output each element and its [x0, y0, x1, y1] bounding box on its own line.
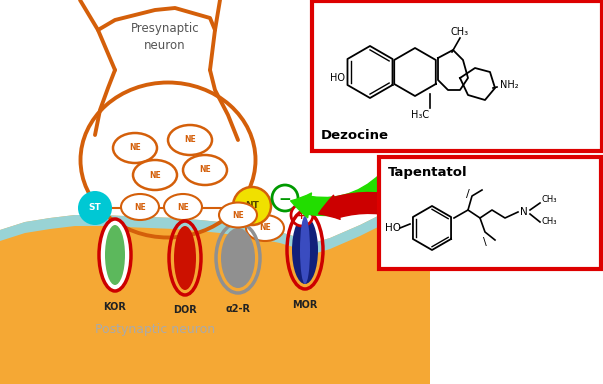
Text: NE: NE [177, 202, 189, 212]
Text: CH₃: CH₃ [541, 217, 557, 227]
Ellipse shape [300, 216, 310, 284]
Text: NE: NE [134, 202, 146, 212]
Ellipse shape [174, 226, 196, 290]
Text: Presynaptic
neuron: Presynaptic neuron [131, 22, 200, 52]
Text: Dezocine: Dezocine [321, 129, 389, 142]
Ellipse shape [99, 219, 131, 291]
Text: +: + [297, 211, 306, 221]
Ellipse shape [105, 225, 125, 285]
Text: Postynaptic neuron: Postynaptic neuron [95, 323, 215, 336]
Circle shape [272, 185, 298, 211]
Polygon shape [0, 200, 430, 255]
Text: HO: HO [330, 73, 345, 83]
Text: DOR: DOR [173, 305, 197, 315]
Text: Tapentatol: Tapentatol [388, 166, 467, 179]
Ellipse shape [113, 133, 157, 163]
FancyArrowPatch shape [291, 164, 403, 218]
Text: NE: NE [232, 210, 244, 220]
Ellipse shape [164, 194, 202, 220]
Text: HO: HO [385, 223, 401, 233]
Ellipse shape [246, 215, 284, 241]
Ellipse shape [219, 202, 257, 227]
Text: −: − [279, 192, 291, 207]
Polygon shape [310, 200, 430, 384]
Text: KOR: KOR [104, 302, 127, 312]
Text: /: / [466, 189, 470, 199]
Ellipse shape [133, 160, 177, 190]
Ellipse shape [221, 228, 255, 288]
Ellipse shape [168, 125, 212, 155]
Text: H₃C: H₃C [411, 110, 429, 120]
Text: NE: NE [129, 144, 141, 152]
Text: \: \ [483, 237, 487, 247]
Text: CH₃: CH₃ [451, 27, 469, 37]
Text: NE: NE [199, 166, 211, 174]
FancyBboxPatch shape [379, 157, 601, 269]
Text: ST: ST [89, 204, 101, 212]
Ellipse shape [121, 194, 159, 220]
Text: NE: NE [149, 170, 161, 179]
Text: NE: NE [259, 223, 271, 232]
Text: NH₂: NH₂ [500, 80, 519, 90]
Polygon shape [0, 215, 310, 384]
Circle shape [78, 191, 112, 225]
Text: NE: NE [184, 136, 196, 144]
Text: MOR: MOR [292, 300, 318, 310]
Text: NT: NT [245, 202, 259, 210]
FancyArrowPatch shape [318, 192, 411, 219]
Circle shape [291, 204, 313, 226]
Ellipse shape [292, 216, 318, 284]
Ellipse shape [183, 155, 227, 185]
Circle shape [233, 187, 271, 225]
Text: N: N [520, 207, 528, 217]
Text: α2-R: α2-R [226, 304, 250, 314]
Text: CH₃: CH₃ [541, 195, 557, 205]
FancyBboxPatch shape [312, 1, 602, 151]
